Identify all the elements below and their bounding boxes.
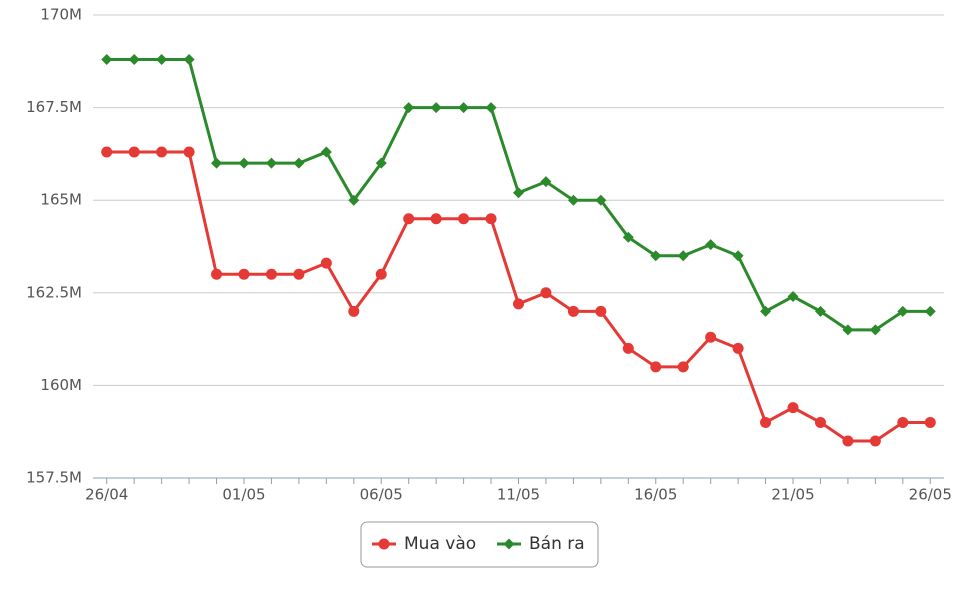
point (101, 146, 113, 158)
point (924, 416, 936, 428)
point (403, 102, 415, 114)
point (650, 250, 662, 262)
y-tick-label: 160M (40, 376, 82, 394)
point (814, 305, 826, 317)
point (897, 416, 909, 428)
point (375, 157, 387, 169)
point (238, 268, 250, 280)
point (595, 194, 607, 206)
point (485, 213, 497, 225)
point (348, 305, 360, 317)
point (156, 146, 168, 158)
x-tick-label: 21/05 (771, 486, 814, 504)
point (842, 324, 854, 336)
point (869, 435, 881, 447)
x-tick-label: 16/05 (634, 486, 677, 504)
point (732, 250, 744, 262)
point (293, 157, 305, 169)
point (732, 342, 744, 354)
point (265, 157, 277, 169)
x-tick-label: 06/05 (360, 486, 403, 504)
x-tick-label: 26/05 (909, 486, 952, 504)
point (430, 102, 442, 114)
legend-label[interactable]: Bán ra (529, 534, 585, 554)
point (320, 257, 332, 269)
point (238, 157, 250, 169)
point (677, 250, 689, 262)
point (513, 187, 524, 199)
legend-box (360, 521, 599, 568)
point (348, 194, 360, 206)
point (705, 239, 717, 251)
point (458, 213, 470, 225)
point (320, 146, 332, 158)
point (787, 402, 799, 414)
point (128, 146, 140, 158)
y-tick-label: 167.5M (26, 98, 82, 116)
point (622, 231, 634, 243)
point (211, 157, 223, 169)
y-tick-label: 165M (40, 191, 82, 209)
point (814, 416, 826, 428)
point (156, 53, 168, 65)
point (595, 305, 607, 317)
point (924, 305, 936, 317)
point (650, 361, 662, 373)
legend-label[interactable]: Mua vào (404, 534, 476, 554)
point (760, 305, 772, 317)
x-tick-label: 26/04 (85, 486, 128, 504)
point (787, 291, 799, 303)
point (869, 324, 881, 336)
point (760, 416, 772, 428)
point (540, 287, 552, 299)
point (403, 213, 415, 225)
point (540, 176, 552, 188)
point (503, 538, 515, 550)
point (128, 53, 140, 65)
point (567, 305, 579, 317)
point (677, 361, 689, 373)
x-tick-label: 11/05 (497, 486, 540, 504)
point (183, 53, 195, 65)
point (211, 268, 223, 280)
point (622, 342, 634, 354)
point (458, 102, 470, 114)
point (567, 194, 579, 206)
point (265, 268, 277, 280)
y-tick-label: 157.5M (26, 469, 82, 487)
point (430, 213, 442, 225)
y-tick-label: 162.5M (26, 283, 82, 301)
point (705, 331, 717, 343)
point (485, 102, 497, 114)
x-tick-label: 01/05 (222, 486, 265, 504)
point (101, 53, 113, 65)
point (183, 146, 195, 158)
point (375, 268, 387, 280)
y-tick-label: 170M (40, 6, 82, 24)
point (378, 538, 390, 550)
point (897, 305, 909, 317)
point (513, 298, 524, 310)
point (293, 268, 305, 280)
point (842, 435, 854, 447)
